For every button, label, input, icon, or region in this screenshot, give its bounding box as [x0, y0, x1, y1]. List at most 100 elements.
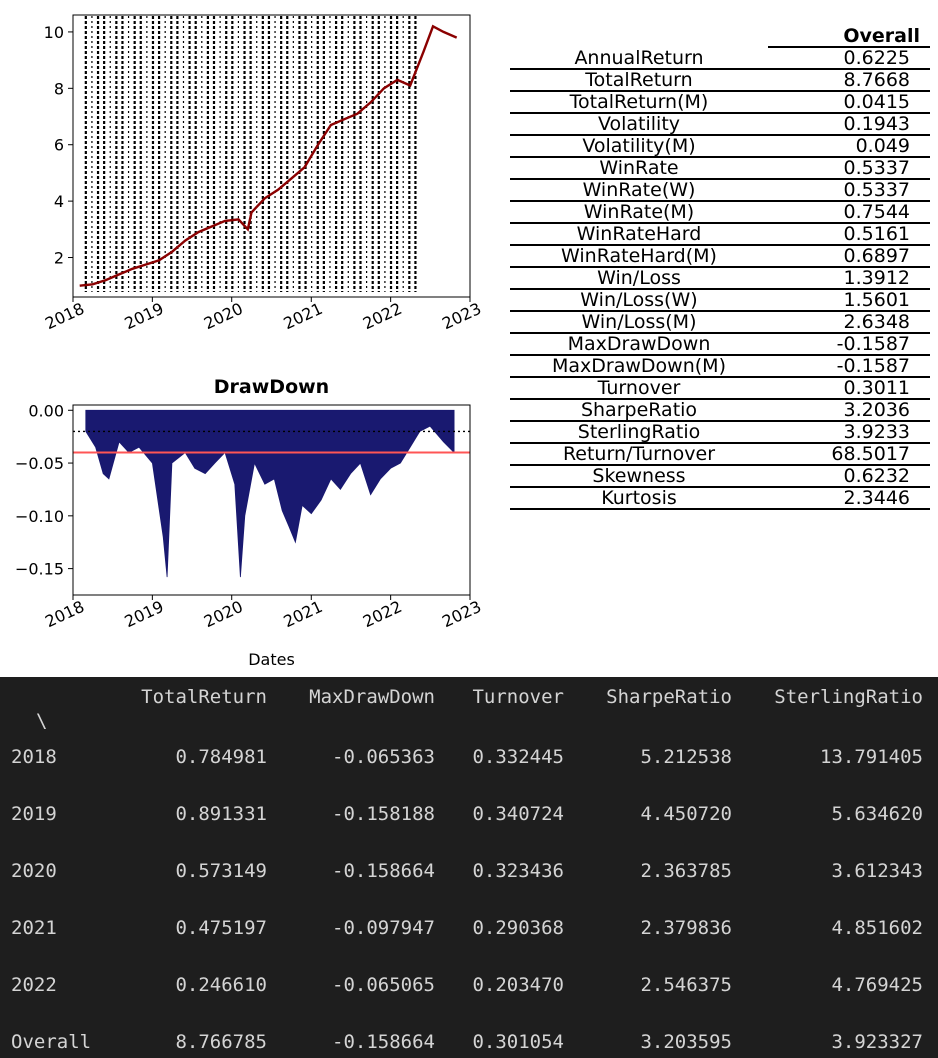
- stats-corner: [510, 26, 768, 47]
- console-cell: 2.546375: [640, 974, 732, 996]
- x-tick-label: 2018: [42, 299, 87, 333]
- x-tick-label: 2020: [201, 299, 246, 333]
- y-tick-label: −0.05: [15, 454, 64, 473]
- stats-row: Volatility(M) 0.049: [510, 135, 930, 158]
- x-tick-label: 2018: [42, 597, 87, 631]
- stats-metric-value: 8.7668: [768, 69, 930, 92]
- y-tick-label: −0.15: [15, 560, 64, 579]
- stats-metric-name: Turnover: [510, 377, 768, 400]
- console-cell: 3.612343: [831, 860, 923, 882]
- x-tick-label: 2022: [360, 597, 405, 631]
- stats-metric-value: 2.6348: [768, 311, 930, 334]
- console-cell: 0.784981: [175, 746, 267, 768]
- stats-metric-value: 0.6225: [768, 47, 930, 70]
- console-cell: 2.363785: [640, 860, 732, 882]
- stats-metric-name: Skewness: [510, 465, 768, 488]
- x-tick-label: 2023: [439, 597, 484, 631]
- console-cell: -0.158664: [332, 1031, 435, 1053]
- equity-series-line: [79, 24, 458, 287]
- stats-row: WinRate(W) 0.5337: [510, 179, 930, 202]
- console-cell: 0.301054: [472, 1031, 564, 1053]
- stats-metric-value: 1.5601: [768, 289, 930, 312]
- drawdown-title: DrawDown: [214, 376, 329, 398]
- x-tick-label: 2020: [201, 597, 246, 631]
- stats-metric-value: 0.6897: [768, 245, 930, 268]
- stats-table: Overall AnnualReturn 0.6225 TotalReturn 8.7…: [510, 26, 930, 510]
- x-tick-label: 2019: [122, 597, 167, 631]
- stats-row: Win/Loss(M) 2.6348: [510, 311, 930, 334]
- y-tick-label: 6: [54, 136, 64, 155]
- stats-metric-name: MaxDrawDown: [510, 333, 768, 356]
- console-row-index: 2018: [11, 746, 57, 768]
- x-tick-label: 2021: [280, 299, 325, 333]
- stats-row: WinRate(M) 0.7544: [510, 201, 930, 224]
- stats-metric-value: 0.0415: [768, 91, 930, 114]
- x-tick-label: 2023: [439, 299, 484, 333]
- console-row-index: 2022: [11, 974, 57, 996]
- stats-row: MaxDrawDown(M) -0.1587: [510, 355, 930, 378]
- console-col-header: Turnover: [472, 686, 564, 708]
- console-row: 2019 0.891331 -0.158188 0.340724 4.450720 5.6…: [0, 803, 938, 829]
- stats-row: SterlingRatio 3.9233: [510, 421, 930, 444]
- console-cell: 13.791405: [820, 746, 923, 768]
- console-row-index: 2021: [11, 917, 57, 939]
- stats-row: Win/Loss 1.3912: [510, 267, 930, 290]
- stats-row: Win/Loss(W) 1.5601: [510, 289, 930, 312]
- stats-metric-name: Kurtosis: [510, 487, 768, 510]
- y-tick-label: 10: [44, 23, 64, 42]
- stats-metric-name: WinRate(W): [510, 179, 768, 202]
- stats-row: Volatility 0.1943: [510, 113, 930, 136]
- y-tick-label: 0.00: [28, 401, 64, 420]
- stats-metric-value: 0.5161: [768, 223, 930, 246]
- plot-frame: [72, 404, 471, 596]
- stats-metric-name: Win/Loss: [510, 267, 768, 290]
- equity-chart: 2 4 6 8 10 2018 2019 2020 2021 2022 2023: [42, 14, 484, 333]
- y-tick-label: 4: [54, 192, 64, 211]
- y-tick-label: −0.10: [15, 507, 64, 526]
- y-tick-label: 8: [54, 79, 64, 98]
- stats-row: Return/Turnover 68.5017: [510, 443, 930, 466]
- stats-row: TotalReturn(M) 0.0415: [510, 91, 930, 114]
- console-cell: -0.065363: [332, 746, 435, 768]
- stats-metric-name: SharpeRatio: [510, 399, 768, 422]
- stats-row: SharpeRatio 3.2036: [510, 399, 930, 422]
- stats-metric-value: -0.1587: [768, 355, 930, 378]
- console-row: 2020 0.573149 -0.158664 0.323436 2.363785 3.6…: [0, 860, 938, 886]
- stats-metric-value: 0.6232: [768, 465, 930, 488]
- console-cell: 0.891331: [175, 803, 267, 825]
- drawdown-chart: DrawDown 0.00 −0.05 −0.10 −0.15 2018 2019 2020 2…: [15, 376, 484, 669]
- console-cell: 0.246610: [175, 974, 267, 996]
- console-cell: 0.290368: [472, 917, 564, 939]
- stats-metric-value: 0.5337: [768, 179, 930, 202]
- stats-metric-value: 2.3446: [768, 487, 930, 510]
- console-cell: 3.203595: [640, 1031, 732, 1053]
- console-row: 2018 0.784981 -0.065363 0.332445 5.212538 13.…: [0, 746, 938, 772]
- console-row: 2021 0.475197 -0.097947 0.290368 2.379836 4.8…: [0, 917, 938, 943]
- console-cell: 3.923327: [831, 1031, 923, 1053]
- stats-header-overall: Overall: [768, 26, 930, 48]
- stats-metric-name: AnnualReturn: [510, 47, 768, 70]
- console-output: TotalReturn MaxDrawDown Turnover SharpeR…: [0, 677, 938, 1058]
- console-cell: 0.203470: [472, 974, 564, 996]
- console-cell: 4.769425: [831, 974, 923, 996]
- stats-metric-value: 1.3912: [768, 267, 930, 290]
- console-cell: 0.475197: [175, 917, 267, 939]
- stats-metric-name: Win/Loss(M): [510, 311, 768, 334]
- console-cell: -0.065065: [332, 974, 435, 996]
- stats-metric-name: SterlingRatio: [510, 421, 768, 444]
- stats-row: TotalReturn 8.7668: [510, 69, 930, 92]
- stats-row: MaxDrawDown -0.1587: [510, 333, 930, 356]
- stats-metric-name: MaxDrawDown(M): [510, 355, 768, 378]
- console-cell: 8.766785: [175, 1031, 267, 1053]
- x-tick-label: 2019: [122, 299, 167, 333]
- console-cell: 0.340724: [472, 803, 564, 825]
- console-cell: 4.851602: [831, 917, 923, 939]
- console-cell: -0.158664: [332, 860, 435, 882]
- stats-metric-name: TotalReturn(M): [510, 91, 768, 114]
- console-row: 2022 0.246610 -0.065065 0.203470 2.546375 4.7…: [0, 974, 938, 1000]
- console-header-row: TotalReturn MaxDrawDown Turnover SharpeR…: [0, 686, 938, 712]
- stats-row: WinRate 0.5337: [510, 157, 930, 180]
- console-cell: 2.379836: [640, 917, 732, 939]
- console-col-header: TotalReturn: [141, 686, 267, 708]
- stats-row: WinRateHard 0.5161: [510, 223, 930, 246]
